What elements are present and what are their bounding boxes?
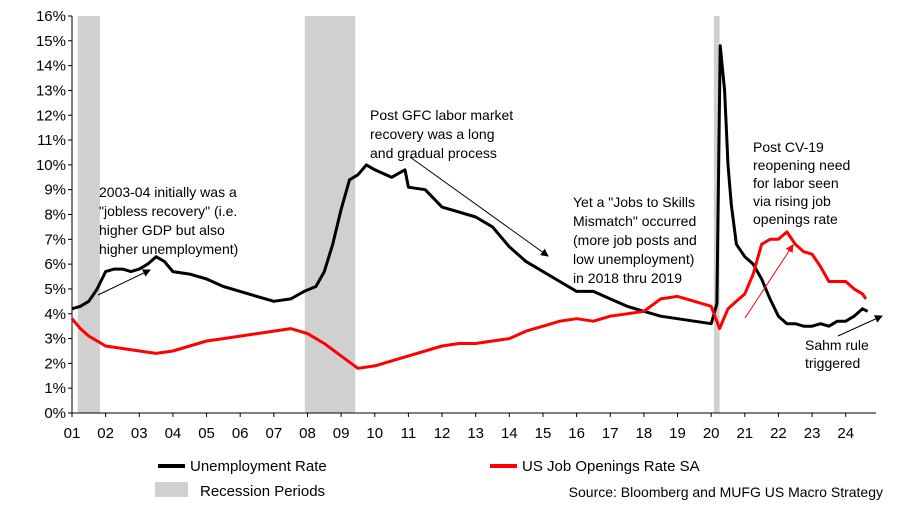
note-line: Mismatch" occurred [573, 213, 696, 229]
note-line: 2003-04 initially was a [99, 184, 237, 200]
note-line: and gradual process [370, 145, 497, 161]
note-line: higher unemployment) [99, 241, 238, 257]
legend-label-recession: Recession Periods [200, 483, 325, 500]
legend-swatch-recession [155, 482, 188, 497]
y-tick-label: 3% [44, 331, 66, 348]
x-tick-label: 21 [736, 425, 753, 442]
note-sahm-rule: Sahm rule triggered [805, 337, 869, 371]
y-tick-label: 10% [36, 157, 66, 174]
note-line: Post CV-19 [753, 139, 824, 155]
x-tick-label: 20 [703, 425, 720, 442]
note-line: higher GDP but also [99, 222, 225, 238]
y-tick-label: 6% [44, 256, 66, 273]
series-job-openings-rate [70, 230, 868, 370]
source-note: Source: Bloomberg and MUFG US Macro Stra… [569, 484, 883, 500]
x-tick-label: 12 [434, 425, 451, 442]
y-tick-label: 15% [36, 33, 66, 50]
y-tick-label: 5% [44, 281, 66, 298]
y-tick-label: 7% [44, 231, 66, 248]
x-tick-label: 23 [804, 425, 821, 442]
series-lines [70, 44, 869, 370]
x-tick-label: 11 [401, 425, 417, 442]
note-line: recovery was a long [370, 126, 495, 142]
recession-bands [77, 16, 720, 413]
y-tick-label: 4% [44, 306, 66, 323]
note-line: "jobless recovery" (i.e. [99, 203, 237, 219]
note-line: Yet a "Jobs to Skills [573, 194, 695, 210]
note-line: for labor seen [753, 175, 839, 191]
annotation-arrow [409, 156, 549, 257]
note-skills-mismatch: Yet a "Jobs to Skills Mismatch" occurred (… [573, 194, 697, 286]
y-tick-label: 0% [44, 405, 66, 422]
x-tick-label: 17 [602, 425, 619, 442]
x-tick-label: 14 [501, 425, 518, 442]
annotation-arrow [97, 269, 151, 296]
legend-label-unemployment: Unemployment Rate [190, 458, 327, 475]
y-tick-label: 14% [36, 58, 66, 75]
note-line: reopening need [753, 157, 850, 173]
x-tick-label: 16 [568, 425, 585, 442]
note-line: Post GFC labor market [370, 107, 513, 123]
y-tick-label: 16% [36, 8, 66, 25]
x-tick-label: 19 [669, 425, 686, 442]
x-tick-label: 13 [467, 425, 484, 442]
x-tick-label: 06 [232, 425, 249, 442]
x-tick-label: 07 [265, 425, 282, 442]
x-tick-label: 01 [64, 425, 81, 442]
axes: 0% 1% 2% 3% 4% 5% 6% 7% 8% 9% 10% 11% 12% 13% 14% 15% 16… [36, 8, 876, 442]
note-post-cv19: Post CV-19 reopening need for labor seen vi… [753, 139, 850, 227]
x-tick-label: 02 [97, 425, 114, 442]
annotation-arrow [837, 315, 883, 337]
x-tick-label: 24 [837, 425, 854, 442]
note-line: (more job posts and [573, 232, 697, 248]
legend-label-openings: US Job Openings Rate SA [522, 458, 700, 475]
note-line: Sahm rule [805, 337, 869, 353]
x-tick-label: 04 [165, 425, 182, 442]
y-tick-label: 8% [44, 207, 66, 224]
note-line: in 2018 thru 2019 [573, 270, 682, 286]
series-unemployment-rate [71, 44, 869, 328]
annotation-arrow [744, 244, 794, 319]
note-line: via rising job [753, 193, 831, 209]
x-tick-label: 03 [131, 425, 148, 442]
annotations: 2003-04 initially was a "jobless recovery… [97, 107, 883, 371]
note-jobless-recovery: 2003-04 initially was a "jobless recovery… [99, 184, 238, 257]
y-tick-label: 2% [44, 355, 66, 372]
x-tick-label: 05 [198, 425, 215, 442]
recession-band [304, 16, 356, 413]
x-tick-label: 15 [535, 425, 552, 442]
x-tick-label: 18 [636, 425, 653, 442]
x-tick-label: 10 [366, 425, 383, 442]
note-line: openings rate [753, 211, 838, 227]
legend: Unemployment Rate US Job Openings Rate S… [155, 458, 883, 500]
x-tick-label: 22 [770, 425, 787, 442]
y-tick-label: 13% [36, 82, 66, 99]
note-post-gfc: Post GFC labor market recovery was a long… [370, 107, 513, 161]
y-tick-label: 9% [44, 182, 66, 199]
y-tick-label: 12% [36, 107, 66, 124]
y-tick-label: 11% [37, 132, 66, 149]
x-tick-label: 09 [333, 425, 350, 442]
note-line: triggered [805, 355, 860, 371]
y-tick-label: 1% [44, 380, 66, 397]
recession-band [77, 16, 100, 413]
note-line: low unemployment) [573, 251, 694, 267]
x-tick-label: 08 [299, 425, 316, 442]
